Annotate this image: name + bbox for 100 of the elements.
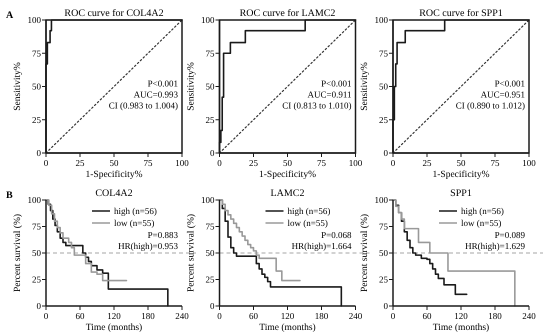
x-tick-label: 100: [348, 158, 363, 168]
x-tick-label: 25: [422, 158, 432, 168]
y-axis-title: Percent survival (%): [360, 214, 370, 292]
chart-title: ROC curve for COL4A2: [64, 8, 164, 19]
x-tick-label: 75: [490, 158, 500, 168]
y-tick-label: 100: [201, 195, 215, 205]
y-tick-label: 75: [206, 48, 215, 58]
annotation: AUC=0.993: [134, 90, 178, 100]
annotation: P=0.068: [321, 230, 352, 240]
x-tick-label: 240: [522, 311, 536, 321]
y-tick-label: 100: [28, 15, 42, 25]
annotation: P=0.883: [148, 230, 178, 240]
x-tick-label: 50: [456, 158, 466, 168]
legend-label: high (n=56): [288, 206, 330, 216]
x-axis-title: 1-Specificity%: [432, 170, 490, 180]
y-tick-label: 75: [379, 222, 388, 232]
x-tick-label: 60: [76, 311, 85, 321]
x-tick-label: 0: [217, 311, 222, 321]
x-tick-label: 0: [390, 158, 396, 168]
chart-subtitle: A: [6, 10, 14, 21]
chart-title: SPP1: [450, 188, 472, 199]
x-tick-label: 60: [422, 311, 432, 321]
x-tick-label: 50: [110, 158, 119, 168]
x-axis-title: Time (months): [432, 323, 490, 333]
legend-label: high (n=56): [114, 206, 157, 216]
y-tick-label: 75: [32, 48, 42, 58]
legend-label: low (n=55): [288, 218, 328, 228]
y-axis-title: Percent survival (%): [13, 214, 23, 292]
annotation: CI (0.813 to 1.010): [282, 100, 352, 110]
legend-label: high (n=56): [461, 206, 504, 216]
x-tick-label: 0: [390, 311, 396, 321]
y-tick-label: 50: [379, 248, 388, 258]
y-tick-label: 0: [384, 301, 388, 311]
x-tick-label: 60: [249, 311, 258, 321]
chart-subtitle: B: [6, 190, 13, 201]
x-tick-label: 240: [175, 311, 190, 321]
annotation: P<0.001: [494, 78, 525, 88]
y-tick-label: 50: [379, 82, 388, 92]
annotation: CI (0.983 to 1.004): [108, 100, 178, 110]
y-tick-label: 50: [206, 82, 215, 92]
x-tick-label: 120: [280, 311, 295, 321]
x-tick-label: 75: [144, 158, 153, 168]
annotation: AUC=0.911: [308, 90, 352, 100]
x-tick-label: 100: [175, 158, 190, 168]
y-tick-label: 100: [28, 195, 42, 205]
x-tick-label: 240: [348, 311, 363, 321]
x-tick-label: 0: [217, 158, 222, 168]
legend-label: low (n=55): [114, 218, 154, 228]
annotation: CI (0.890 to 1.012): [456, 100, 525, 110]
y-tick-label: 0: [36, 148, 42, 158]
annotation: P=0.089: [494, 230, 526, 240]
y-axis-title: Sensitivity%: [13, 62, 23, 111]
x-tick-label: 25: [76, 158, 85, 168]
y-tick-label: 25: [32, 274, 42, 284]
y-axis-title: Sensitivity%: [186, 62, 196, 111]
annotation: HR(high)=1.664: [292, 241, 352, 251]
chart-title: COL4A2: [95, 188, 133, 199]
y-tick-label: 25: [206, 114, 215, 125]
y-tick-label: 75: [379, 48, 388, 58]
x-tick-label: 50: [283, 158, 292, 168]
annotation: HR(high)=0.953: [118, 241, 178, 251]
y-axis-title: Sensitivity%: [360, 62, 370, 111]
y-tick-label: 50: [32, 82, 42, 92]
y-tick-label: 25: [379, 114, 388, 125]
y-tick-label: 50: [32, 248, 42, 258]
legend-label: low (n=55): [461, 218, 502, 228]
y-tick-label: 100: [374, 195, 388, 205]
y-tick-label: 100: [374, 15, 388, 25]
x-axis-title: 1-Specificity%: [259, 170, 316, 180]
x-axis-title: 1-Specificity%: [86, 170, 143, 180]
y-axis-title: Percent survival (%): [186, 214, 196, 292]
x-tick-label: 25: [249, 158, 258, 168]
chart-title: ROC curve for SPP1: [419, 8, 503, 19]
annotation: AUC=0.951: [480, 90, 525, 100]
x-tick-label: 100: [522, 158, 536, 168]
x-axis-title: Time (months): [259, 323, 316, 333]
chart-title: ROC curve for LAMC2: [240, 8, 336, 19]
y-tick-label: 25: [379, 274, 388, 284]
x-tick-label: 75: [317, 158, 326, 168]
y-tick-label: 0: [210, 148, 215, 158]
chart-title: LAMC2: [270, 188, 304, 199]
y-tick-label: 50: [206, 248, 215, 258]
y-tick-label: 75: [32, 222, 42, 232]
y-tick-label: 0: [384, 148, 388, 158]
x-tick-label: 120: [454, 311, 468, 321]
y-tick-label: 25: [206, 274, 215, 284]
x-tick-label: 0: [44, 158, 49, 168]
y-tick-label: 25: [32, 114, 42, 125]
y-tick-label: 75: [206, 222, 215, 232]
y-tick-label: 0: [36, 301, 42, 311]
x-axis-title: Time (months): [86, 323, 142, 333]
annotation: P<0.001: [148, 78, 178, 88]
x-tick-label: 180: [488, 311, 502, 321]
y-tick-label: 100: [201, 15, 215, 25]
annotation: P<0.001: [321, 78, 352, 88]
x-tick-label: 180: [141, 311, 156, 321]
x-tick-label: 120: [107, 311, 122, 321]
x-tick-label: 180: [314, 311, 329, 321]
annotation: HR(high)=1.629: [465, 241, 526, 251]
y-tick-label: 0: [210, 301, 215, 311]
